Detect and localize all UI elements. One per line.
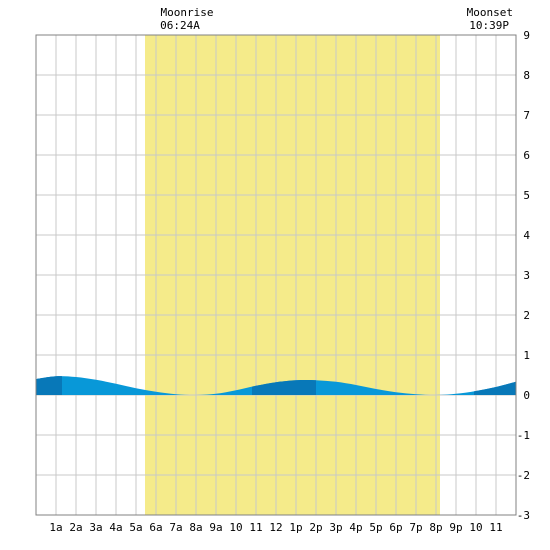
y-tick-label: 4 [523,229,530,242]
x-tick-label: 6p [389,521,402,534]
x-tick-label: 8p [429,521,442,534]
moonrise-time: 06:24A [160,19,200,32]
x-tick-label: 10 [469,521,482,534]
y-tick-label: 2 [523,309,530,322]
x-tick-label: 9p [449,521,462,534]
x-tick-label: 3p [329,521,342,534]
y-tick-label: 5 [523,189,530,202]
x-tick-label: 1p [289,521,302,534]
y-tick-label: -2 [517,469,530,482]
y-tick-label: 9 [523,29,530,42]
moonset-time: 10:39P [469,19,509,32]
x-tick-label: 2p [309,521,322,534]
tide-phase-segment [36,376,62,396]
x-tick-label: 9a [209,521,222,534]
x-tick-label: 4p [349,521,362,534]
y-tick-label: 3 [523,269,530,282]
moonrise-label: Moonrise [161,6,214,19]
x-tick-label: 5a [129,521,142,534]
y-tick-label: 8 [523,69,530,82]
x-tick-label: 11 [249,521,262,534]
y-tick-label: 0 [523,389,530,402]
x-tick-label: 1a [49,521,62,534]
x-tick-label: 11 [489,521,502,534]
y-tick-label: -1 [517,429,530,442]
moonset-label: Moonset [467,6,513,19]
x-tick-label: 5p [369,521,382,534]
y-tick-label: 1 [523,349,530,362]
x-tick-label: 7a [169,521,182,534]
x-tick-label: 7p [409,521,422,534]
x-tick-label: 10 [229,521,242,534]
x-tick-label: 2a [69,521,82,534]
y-tick-label: 7 [523,109,530,122]
y-tick-label: 6 [523,149,530,162]
x-tick-label: 8a [189,521,202,534]
x-tick-label: 12 [269,521,282,534]
x-tick-label: 4a [109,521,122,534]
y-tick-label: -3 [517,509,530,522]
x-tick-label: 6a [149,521,162,534]
x-tick-label: 3a [89,521,102,534]
plot-frame [35,34,517,516]
